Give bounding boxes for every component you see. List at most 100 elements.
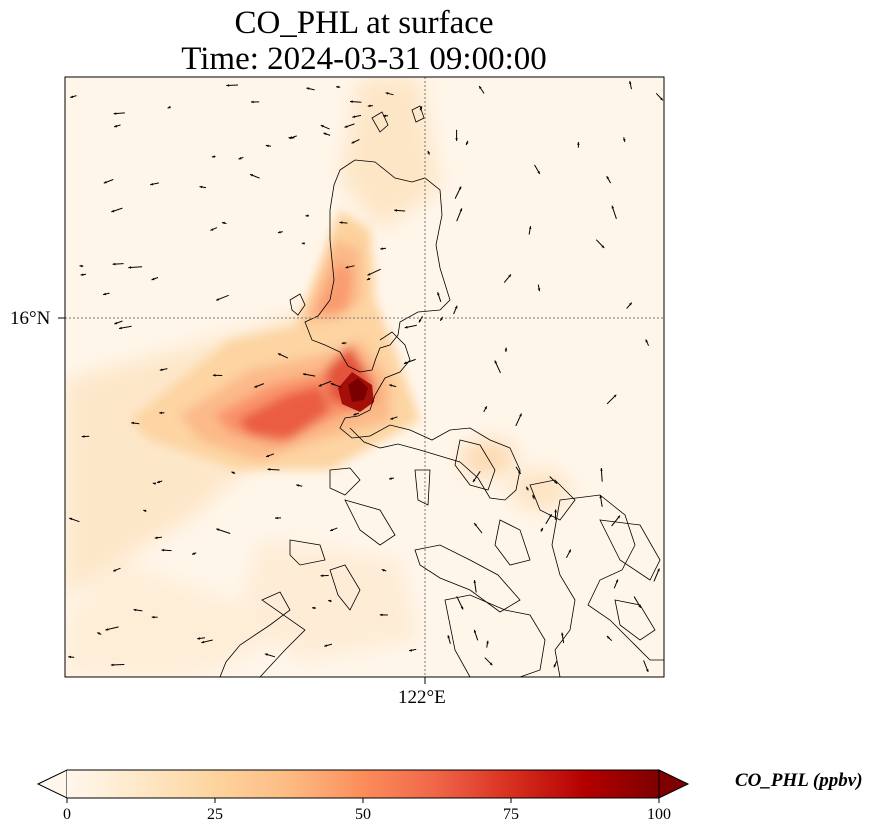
wind-arrowhead	[489, 662, 493, 666]
wind-arrowhead	[352, 115, 356, 118]
wind-arrowhead	[474, 523, 477, 526]
wind-arrowhead	[459, 208, 463, 212]
wind-arrowhead	[601, 245, 605, 248]
wind-arrowhead	[568, 549, 571, 553]
wind-arrowhead	[161, 548, 165, 552]
wind-arrowhead	[306, 87, 310, 90]
wind-arrowhead	[472, 479, 476, 483]
wind-arrowhead	[622, 138, 626, 142]
colorbar-extend-min	[36, 769, 68, 799]
wind-arrowhead	[479, 86, 482, 89]
wind-arrowhead	[110, 663, 114, 667]
wind-arrowhead	[504, 347, 508, 351]
wind-arrowhead	[265, 144, 269, 148]
coastlines	[219, 105, 664, 677]
wind-arrowhead	[646, 669, 649, 672]
colorbar-tick-label: 25	[207, 806, 223, 823]
wind-arrowhead	[131, 421, 134, 425]
wind-arrowhead	[114, 321, 118, 325]
wind-arrowhead	[250, 100, 254, 104]
wind-arrowhead	[404, 325, 408, 329]
wind-arrowhead	[537, 288, 541, 292]
wind-arrowhead	[554, 509, 557, 513]
wind-arrowhead	[68, 655, 72, 659]
wind-arrowhead	[389, 384, 393, 387]
wind-arrowhead	[302, 373, 306, 376]
wind-arrowhead	[367, 104, 371, 108]
wind-arrowhead	[266, 454, 269, 458]
wind-arrowhead	[113, 112, 117, 115]
wind-arrowhead	[119, 326, 122, 330]
wind-arrowhead	[103, 180, 107, 184]
wind-arrowhead	[323, 132, 327, 136]
wind-arrowhead	[409, 649, 412, 652]
wind-arrowhead	[81, 435, 85, 438]
wind-arrowhead	[389, 477, 392, 480]
wind-arrowhead	[427, 150, 431, 154]
wind-arrowhead	[103, 292, 107, 296]
wind-arrowhead	[657, 568, 660, 572]
wind-arrowhead	[320, 125, 324, 128]
wind-arrowhead	[383, 114, 386, 118]
wind-arrowhead	[577, 142, 580, 145]
wind-arrowhead	[606, 176, 610, 180]
colorbar-label: CO_PHL (ppbv)	[735, 770, 863, 791]
map-title: CO_PHL at surface	[234, 5, 494, 41]
wind-arrowhead	[167, 105, 171, 109]
wind-arrowhead	[288, 136, 292, 140]
wind-arrowhead	[150, 182, 154, 186]
wind-arrowhead	[197, 637, 201, 640]
wind-arrowhead	[455, 138, 458, 141]
wind-arrowhead	[111, 209, 115, 213]
wind-arrowhead	[350, 100, 353, 103]
wind-arrowhead	[159, 368, 163, 371]
wind-arrowhead	[494, 360, 498, 364]
wind-vector-field	[68, 80, 664, 673]
colorbar	[36, 769, 690, 803]
wind-arrowhead	[447, 635, 450, 639]
wind-arrowhead	[151, 277, 155, 281]
wind-arrowhead	[537, 171, 540, 174]
wind-arrowhead	[267, 468, 271, 471]
wind-arrowhead	[440, 317, 443, 321]
wind-arrowhead	[617, 515, 620, 519]
wind-arrowhead	[254, 385, 258, 388]
wind-arrowhead	[211, 155, 215, 158]
wind-arrowhead	[385, 92, 389, 95]
wind-arrowhead	[629, 302, 632, 306]
wind-arrowhead	[226, 84, 230, 87]
wind-arrowhead	[638, 604, 641, 608]
wind-arrowhead	[318, 384, 322, 387]
wind-arrowhead	[80, 273, 84, 276]
colorbar-tick-label: 0	[63, 806, 71, 823]
lat-tick-label: 16°N	[10, 308, 51, 329]
map-panel	[58, 76, 665, 684]
wind-arrowhead	[336, 85, 339, 89]
wind-arrowhead	[192, 552, 195, 555]
wind-arrowhead	[328, 599, 332, 603]
wind-arrowhead	[216, 528, 220, 531]
wind-arrowhead	[599, 495, 602, 499]
wind-arrowhead	[344, 125, 348, 128]
wind-arrowhead	[645, 339, 648, 343]
wind-arrowhead	[250, 174, 253, 177]
wind-arrowhead	[301, 242, 305, 245]
wind-arrowhead	[275, 516, 278, 520]
wind-arrowhead	[353, 412, 357, 416]
wind-arrowhead	[532, 494, 535, 498]
colorbar-tick-label: 50	[355, 806, 371, 823]
wind-arrowhead	[473, 629, 477, 633]
wind-arrowhead	[379, 613, 383, 617]
wind-arrowhead	[390, 417, 394, 420]
wind-arrowhead	[159, 411, 162, 415]
wind-arrowhead	[114, 124, 118, 128]
wind-arrowhead	[454, 305, 458, 309]
wind-arrowhead	[613, 394, 617, 398]
wind-arrowhead	[339, 221, 343, 224]
wind-arrowhead	[458, 186, 462, 190]
wind-arrowhead	[611, 205, 615, 209]
wind-arrowhead	[320, 574, 324, 577]
map-frame	[64, 76, 665, 678]
map-time-subtitle: Time: 2024-03-31 09:00:00	[181, 41, 547, 77]
wind-arrowhead	[508, 274, 511, 278]
